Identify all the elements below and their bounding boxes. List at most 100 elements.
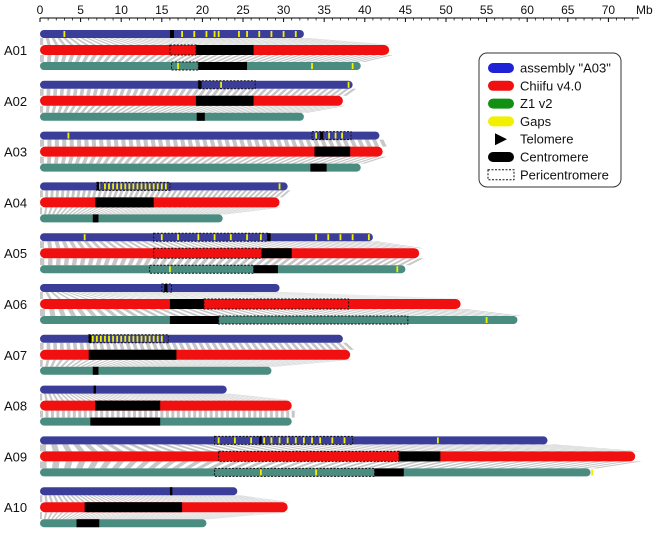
pericentromere-box bbox=[88, 334, 169, 344]
synteny-link bbox=[113, 139, 119, 147]
chiifu-centromere bbox=[398, 451, 441, 462]
synteny-link bbox=[46, 156, 52, 164]
synteny-link bbox=[60, 156, 67, 164]
synteny-link bbox=[164, 292, 263, 299]
synteny-link bbox=[222, 309, 253, 316]
synteny-link bbox=[280, 38, 362, 45]
synteny-link bbox=[193, 156, 208, 164]
synteny-link bbox=[79, 342, 85, 350]
synteny-link bbox=[291, 461, 319, 469]
synteny-link bbox=[332, 55, 363, 62]
synteny-link bbox=[271, 241, 308, 249]
synteny-link bbox=[154, 410, 158, 418]
synteny-link bbox=[111, 461, 125, 469]
synteny-link bbox=[87, 512, 112, 520]
chromosome-a04: A04 bbox=[4, 181, 291, 223]
synteny-link bbox=[135, 139, 141, 147]
synteny-link bbox=[139, 444, 163, 452]
synteny-link bbox=[61, 495, 70, 503]
synteny-link bbox=[228, 55, 249, 62]
synteny-link bbox=[138, 495, 167, 503]
synteny-link bbox=[109, 393, 136, 401]
z1-track bbox=[40, 214, 223, 223]
synteny-link bbox=[178, 393, 229, 401]
synteny-link bbox=[525, 444, 616, 452]
synteny-link bbox=[185, 292, 299, 299]
synteny-link bbox=[65, 495, 75, 503]
synteny-link bbox=[116, 55, 128, 62]
synteny-link bbox=[264, 410, 268, 418]
synteny-link bbox=[157, 393, 201, 401]
synteny-link bbox=[169, 393, 218, 401]
gap-mark bbox=[128, 335, 131, 342]
synteny-link bbox=[217, 139, 223, 147]
axis-tick-label: 35 bbox=[318, 3, 332, 17]
synteny-link bbox=[237, 342, 246, 350]
synteny-link bbox=[114, 38, 142, 45]
synteny-link bbox=[296, 309, 336, 316]
synteny-link bbox=[62, 444, 72, 452]
synteny-link bbox=[88, 393, 108, 401]
z1-track bbox=[40, 417, 292, 426]
synteny-link bbox=[193, 55, 211, 62]
gap-mark bbox=[160, 183, 163, 190]
synteny-link bbox=[160, 359, 205, 367]
synteny-link bbox=[195, 359, 252, 367]
a03-centromere bbox=[259, 436, 262, 445]
axis-tick-label: 25 bbox=[236, 3, 250, 17]
synteny-link bbox=[159, 207, 199, 215]
legend-label: assembly "A03" bbox=[520, 61, 611, 76]
synteny-link bbox=[48, 393, 54, 401]
synteny-link bbox=[222, 258, 234, 266]
synteny-link bbox=[426, 444, 499, 452]
synteny-link bbox=[258, 410, 262, 418]
synteny-link bbox=[227, 444, 267, 452]
synteny-link bbox=[132, 342, 139, 350]
synteny-link bbox=[137, 393, 174, 401]
a03-centromere bbox=[169, 30, 174, 38]
synteny-link bbox=[94, 512, 123, 520]
synteny-link bbox=[108, 38, 135, 45]
synteny-link bbox=[186, 309, 212, 316]
synteny-link bbox=[107, 190, 113, 198]
synteny-link bbox=[177, 105, 202, 113]
synteny-link bbox=[358, 241, 407, 249]
gap-mark bbox=[396, 266, 399, 273]
a03-centromere bbox=[164, 284, 168, 292]
synteny-link bbox=[262, 258, 276, 266]
synteny-link bbox=[372, 139, 380, 147]
synteny-link bbox=[45, 359, 50, 367]
chromosome-a10: A10 bbox=[4, 487, 291, 528]
synteny-link bbox=[275, 105, 314, 113]
synteny-link bbox=[442, 309, 502, 316]
synteny-link bbox=[198, 88, 207, 96]
synteny-link bbox=[314, 309, 357, 316]
synteny-link bbox=[47, 512, 53, 520]
synteny-link bbox=[51, 38, 59, 45]
synteny-link bbox=[137, 105, 156, 113]
synteny-link bbox=[105, 88, 112, 96]
synteny-link bbox=[112, 512, 150, 520]
synteny-link bbox=[60, 393, 70, 401]
synteny-link bbox=[212, 38, 271, 45]
synteny-link bbox=[133, 292, 208, 299]
synteny-link bbox=[292, 38, 378, 45]
synteny-link bbox=[214, 156, 231, 164]
synteny-link bbox=[253, 410, 257, 418]
synteny-link bbox=[160, 495, 194, 503]
synteny-link bbox=[336, 241, 382, 249]
synteny-link bbox=[263, 342, 273, 350]
synteny-link bbox=[95, 156, 104, 164]
synteny-link bbox=[52, 393, 59, 401]
gap-mark bbox=[136, 183, 139, 190]
synteny-link bbox=[235, 241, 267, 249]
synteny-link bbox=[339, 461, 371, 469]
synteny-link bbox=[182, 258, 193, 266]
synteny-link bbox=[318, 55, 348, 62]
synteny-link bbox=[325, 258, 342, 266]
synteny-link bbox=[165, 88, 173, 96]
synteny-link bbox=[274, 292, 455, 299]
synteny-link bbox=[108, 105, 123, 113]
synteny-link bbox=[211, 359, 273, 367]
synteny-link bbox=[191, 190, 199, 198]
